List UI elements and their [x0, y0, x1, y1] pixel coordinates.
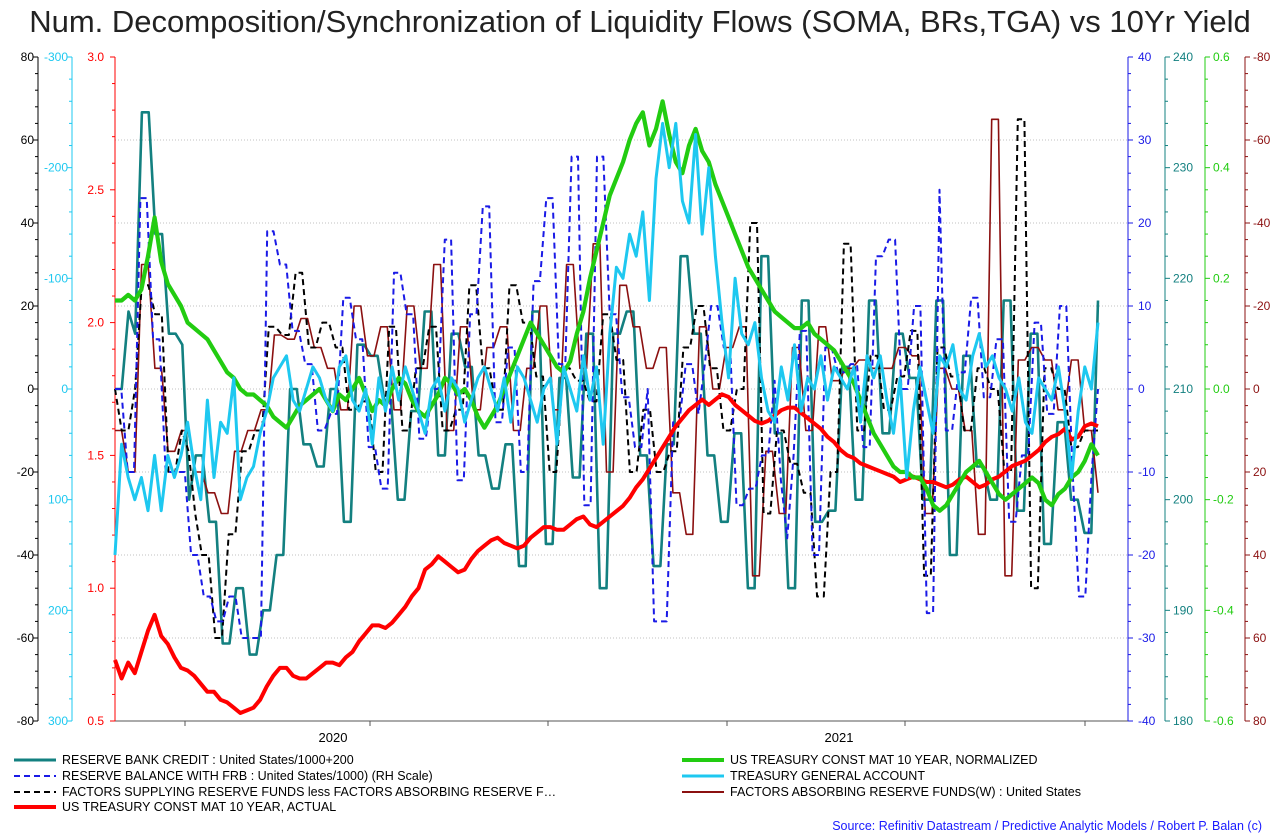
y-tick-label: 20: [1138, 216, 1152, 230]
y-tick-label: 3.0: [87, 50, 104, 64]
y-tick-label: -0.4: [1213, 603, 1234, 617]
y-tick-label: -20: [1138, 548, 1156, 562]
y-tick-label: 220: [1173, 271, 1193, 285]
y-tick-label: 60: [1253, 631, 1267, 645]
legend-swatch: [14, 775, 56, 777]
legend-label: US TREASURY CONST MAT 10 YEAR, NORMALIZE…: [730, 753, 1038, 767]
legend-swatch: [682, 774, 724, 778]
chart-canvas: 2020 2021806040200-20-40-60-80-300-200-10…: [17, 50, 1271, 745]
legend-label: RESERVE BALANCE WITH FRB : United States…: [62, 769, 433, 783]
y-tick-label: -60: [17, 631, 35, 645]
y-tick-label: -80: [1253, 50, 1271, 64]
y-tick-label: 60: [21, 133, 35, 147]
y-tick-label: 200: [48, 603, 68, 617]
y-tick-label: 20: [1253, 465, 1267, 479]
x-tick-label: 2020: [319, 730, 348, 745]
series-line-1: [115, 155, 1099, 639]
legend-swatch: [14, 791, 56, 793]
y-tick-label: 1.0: [87, 581, 104, 595]
legend-swatch: [14, 758, 56, 762]
series-line-3: [113, 392, 1099, 715]
y-tick-label: 40: [21, 216, 35, 230]
y-tick-label: 300: [48, 714, 68, 728]
y-tick-label: -0.6: [1213, 714, 1234, 728]
y-tick-label: 0.0: [1213, 382, 1230, 396]
axes: 2020 2021806040200-20-40-60-80-300-200-10…: [17, 50, 1271, 745]
y-tick-label: 20: [21, 299, 35, 313]
y-tick-label: 30: [1138, 133, 1152, 147]
y-tick-label: 190: [1173, 603, 1193, 617]
series-line-4: [115, 99, 1100, 513]
y-tick-label: 2.5: [87, 183, 104, 197]
y-tick-label: -30: [1138, 631, 1156, 645]
y-tick-label: 100: [48, 493, 68, 507]
y-tick-label: -0.2: [1213, 493, 1234, 507]
y-tick-label: 0: [1138, 382, 1145, 396]
y-tick-label: 200: [1173, 493, 1193, 507]
chart-title: Num. Decomposition/Synchronization of Li…: [29, 4, 1251, 39]
y-tick-label: 0.5: [87, 714, 104, 728]
y-tick-label: -40: [1253, 216, 1271, 230]
y-tick-label: -20: [1253, 299, 1271, 313]
series-line-6: [115, 118, 1099, 577]
y-tick-label: -60: [1253, 133, 1271, 147]
y-tick-label: 230: [1173, 161, 1193, 175]
y-tick-label: -100: [44, 271, 68, 285]
series-line-5: [113, 121, 1100, 556]
y-tick-label: 2.0: [87, 316, 104, 330]
y-tick-label: 0.4: [1213, 161, 1230, 175]
y-tick-label: -80: [17, 714, 35, 728]
legend-label: FACTORS ABSORBING RESERVE FUNDS(W) : Uni…: [730, 785, 1082, 799]
y-tick-label: 0.2: [1213, 271, 1230, 285]
legend-swatch: [682, 791, 724, 793]
y-tick-label: 1.5: [87, 448, 104, 462]
y-tick-label: 80: [21, 50, 35, 64]
legend-label: FACTORS SUPPLYING RESERVE FUNDS less FAC…: [62, 785, 557, 799]
y-tick-label: -200: [44, 161, 68, 175]
y-tick-label: -10: [1138, 465, 1156, 479]
y-tick-label: -40: [17, 548, 35, 562]
series-line-0: [115, 111, 1100, 656]
y-tick-label: 40: [1253, 548, 1267, 562]
y-tick-label: 80: [1253, 714, 1267, 728]
legend-label: US TREASURY CONST MAT 10 YEAR, ACTUAL: [62, 800, 337, 814]
y-tick-label: -300: [44, 50, 68, 64]
legend-swatch: [14, 805, 56, 809]
y-tick-label: 0.6: [1213, 50, 1230, 64]
legend-swatch: [682, 758, 724, 762]
y-tick-label: 40: [1138, 50, 1152, 64]
y-tick-label: -40: [1138, 714, 1156, 728]
x-tick-label: 2021: [825, 730, 854, 745]
y-tick-label: 10: [1138, 299, 1152, 313]
y-tick-label: -20: [17, 465, 35, 479]
legend-label: TREASURY GENERAL ACCOUNT: [730, 769, 925, 783]
y-tick-label: 180: [1173, 714, 1193, 728]
y-tick-label: 210: [1173, 382, 1193, 396]
y-tick-label: 0: [27, 382, 34, 396]
y-tick-label: 240: [1173, 50, 1193, 64]
series-lines: [113, 99, 1100, 715]
y-tick-label: 0: [1253, 382, 1260, 396]
series-line-2: [114, 118, 1098, 639]
legend-label: RESERVE BANK CREDIT : United States/1000…: [62, 753, 354, 767]
y-tick-label: 0: [61, 382, 68, 396]
source-credit: Source: Refinitiv Datastream / Predictiv…: [832, 819, 1262, 833]
